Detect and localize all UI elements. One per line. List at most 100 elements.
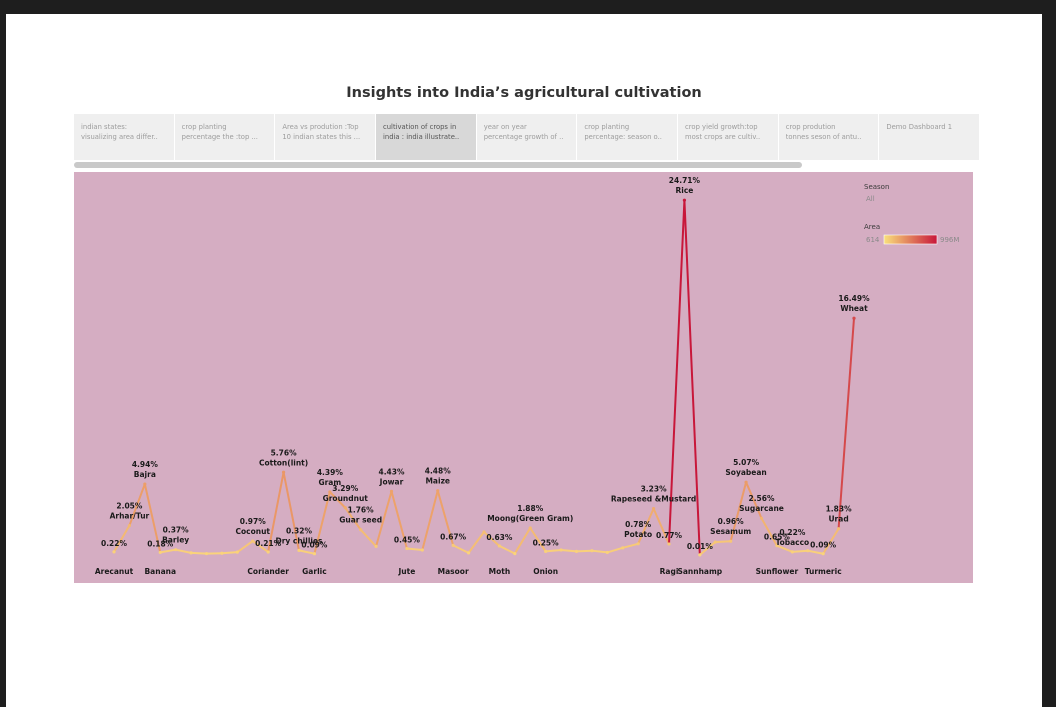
data-label-pct: 0.77% (656, 531, 683, 540)
series-line-segment (606, 546, 624, 554)
category-label: Maize (425, 477, 450, 486)
data-point[interactable] (174, 548, 178, 552)
data-point[interactable] (713, 540, 717, 544)
data-point[interactable] (466, 551, 471, 555)
series-line-segment (452, 544, 470, 554)
data-point[interactable] (328, 490, 332, 494)
data-point[interactable] (667, 542, 671, 546)
data-point[interactable] (343, 506, 347, 510)
series-line-segment (251, 540, 270, 553)
data-point[interactable] (359, 528, 363, 532)
data-point[interactable] (312, 552, 317, 556)
data-point[interactable] (821, 552, 825, 556)
data-point[interactable] (698, 553, 702, 557)
data-point[interactable] (605, 550, 609, 555)
story-tab-3[interactable]: Area vs prodution :Top 10 indian states t… (275, 114, 377, 160)
story-tab-8[interactable]: crop prodution tonnes seson of antu.. (779, 114, 880, 160)
data-label-pct: 0.22% (101, 539, 128, 548)
data-point[interactable] (266, 550, 270, 554)
dashboard-title: Insights into India’s agricultural culti… (346, 85, 702, 101)
data-point[interactable] (775, 544, 779, 548)
data-point[interactable] (158, 550, 162, 555)
story-tab-label-line1: crop yield growth:top (685, 123, 758, 131)
line-chart: 0.22% Arecanut 2.05%Arhar/Tur 4.94%Bajra 0.1… (95, 176, 960, 576)
data-point[interactable] (590, 549, 594, 553)
data-point[interactable] (235, 550, 239, 554)
data-point[interactable] (544, 549, 548, 554)
data-point[interactable] (143, 482, 147, 486)
data-point[interactable] (127, 523, 132, 528)
series-line-segment (806, 549, 825, 555)
story-tab-label-line2: india : india illustrate.. (383, 133, 460, 141)
data-point[interactable] (836, 527, 841, 531)
data-point[interactable] (497, 544, 502, 548)
data-point[interactable] (806, 549, 810, 553)
series-line-segment (498, 544, 516, 555)
series-line-segment (375, 490, 393, 548)
data-point[interactable] (574, 549, 579, 554)
tab-bar-scrollbar[interactable] (74, 162, 802, 168)
legend-color-ramp (883, 234, 938, 245)
data-point[interactable] (513, 551, 517, 556)
series-line-segment (421, 489, 439, 551)
data-point[interactable] (220, 551, 224, 555)
data-point[interactable] (636, 542, 640, 546)
story-tab-2[interactable]: crop planting percentage the :top ... (175, 114, 276, 160)
data-point[interactable] (297, 548, 301, 553)
series-line-segment (190, 551, 208, 555)
story-tab-1[interactable]: indian states: visualizing area differ.. (74, 114, 175, 160)
story-tab-label-line1: crop prodution (785, 123, 836, 131)
story-tab-4[interactable]: cultivation of crops in india : india ill… (376, 114, 477, 160)
data-point[interactable] (559, 548, 563, 552)
series-line-segment (729, 481, 748, 543)
data-point[interactable] (374, 544, 378, 548)
data-label-pct: 1.83% (826, 505, 853, 514)
story-tab-6[interactable]: crop planting percentage: season o.. (577, 114, 679, 160)
data-point[interactable] (744, 480, 748, 484)
series-line-segment (282, 471, 300, 552)
data-point[interactable] (204, 551, 209, 556)
data-point[interactable] (482, 530, 486, 534)
data-point[interactable] (790, 550, 794, 554)
data-point[interactable] (621, 546, 625, 550)
data-point[interactable] (651, 507, 656, 511)
chart-area: 0.22% Arecanut 2.05% Arhar/Tur 4.94% Bajra 0.1… (74, 172, 973, 583)
data-point[interactable] (528, 526, 532, 530)
series-line-segment (529, 527, 547, 553)
story-tab-label-line1: Demo Dashboard 1 (886, 123, 953, 131)
series-line-segment (745, 481, 763, 520)
story-tab-5[interactable]: year on year percentage growth of .. (477, 114, 578, 160)
data-point[interactable] (852, 316, 856, 320)
data-point[interactable] (251, 539, 255, 543)
series-line-segment (174, 548, 193, 554)
dashboard-frame: Insights into India’s agricultural culti… (6, 14, 1042, 707)
data-point[interactable] (759, 516, 764, 520)
data-label-pct: 0.45% (394, 536, 421, 545)
category-label: Ragi (660, 567, 679, 576)
data-point[interactable] (451, 543, 455, 547)
data-label-pct: 2.05% (116, 502, 143, 511)
data-point[interactable] (112, 550, 116, 554)
data-point[interactable] (436, 489, 440, 493)
data-point[interactable] (682, 198, 687, 202)
story-tab-7[interactable]: crop yield growth:top most crops are cult… (678, 114, 779, 160)
data-label-pct: 16.49% (838, 294, 870, 303)
data-point[interactable] (389, 489, 394, 493)
series-line-segment (513, 527, 532, 555)
category-label: Guar seed (339, 516, 382, 525)
data-point[interactable] (281, 470, 286, 474)
series-line-segment (775, 544, 794, 553)
story-tab-label-line2: percentage: season o.. (584, 133, 662, 141)
data-label-pct: 4.43% (378, 467, 405, 476)
story-tab-label-line1: crop planting (584, 123, 630, 131)
legend-area-title: Area (864, 223, 880, 231)
data-label-pct: 1.88% (517, 504, 544, 513)
data-point[interactable] (420, 548, 424, 552)
data-point[interactable] (729, 539, 733, 543)
legend-season-value[interactable]: All (866, 195, 875, 203)
data-label-pct: 24.71% (669, 176, 701, 185)
data-point[interactable] (405, 546, 409, 551)
story-tab-9[interactable]: Demo Dashboard 1 (879, 114, 981, 160)
data-label-pct: 0.01% (687, 542, 714, 551)
data-point[interactable] (189, 551, 193, 555)
